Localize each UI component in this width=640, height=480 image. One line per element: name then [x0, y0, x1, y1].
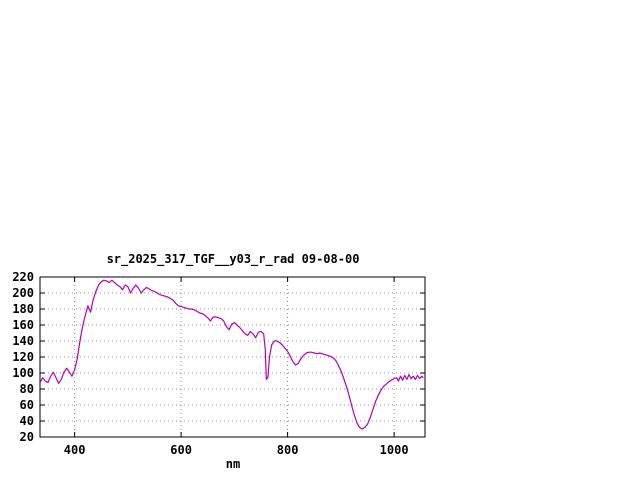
- x-tick-label: 1000: [380, 443, 409, 457]
- y-tick-label: 20: [20, 430, 34, 444]
- y-tick-label: 140: [12, 334, 34, 348]
- y-tick-label: 120: [12, 350, 34, 364]
- y-tick-label: 80: [20, 382, 34, 396]
- x-tick-label: 400: [64, 443, 86, 457]
- series-line: [39, 279, 424, 430]
- y-tick-label: 60: [20, 398, 34, 412]
- y-tick-label: 160: [12, 318, 34, 332]
- axis-layer: 400 600 800 1000 20 40 60 80 100 120 140 160 180 200 2…: [12, 270, 426, 457]
- x-tick-label: 800: [277, 443, 299, 457]
- y-tick-label: 220: [12, 270, 34, 284]
- x-tick-label: 600: [170, 443, 192, 457]
- y-tick-label: 180: [12, 302, 34, 316]
- y-tick-label: 40: [20, 414, 34, 428]
- plot-border: [39, 276, 426, 438]
- y-tick-label: 200: [12, 286, 34, 300]
- y-tick-label: 100: [12, 366, 34, 380]
- x-axis-label: nm: [226, 457, 240, 471]
- grid-layer: [40, 277, 425, 437]
- chart-title: sr_2025_317_TGF__y03_r_rad 09-08-00: [107, 252, 360, 267]
- series-layer: [39, 279, 424, 430]
